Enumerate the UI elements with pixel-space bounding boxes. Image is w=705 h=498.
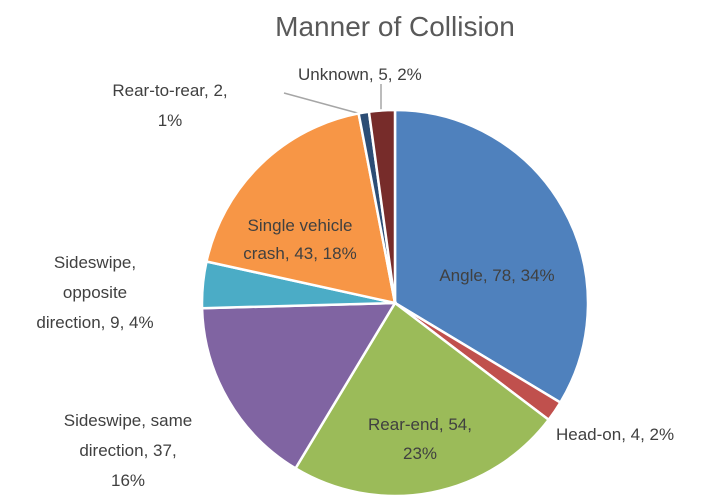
data-label: Unknown, 5, 2% [298,65,422,84]
data-label: Single vehicle [248,216,353,235]
data-label: Head-on, 4, 2% [556,425,674,444]
pie-slice [367,108,397,304]
pie-slice [393,108,590,405]
pie-slice [205,111,397,305]
chart-title: Manner of Collision [275,11,515,42]
pie-slice [293,301,551,498]
data-label: crash, 43, 18% [243,244,356,263]
data-label: 1% [158,111,183,130]
data-label: Rear-end, 54, [368,415,472,434]
data-label: Sideswipe, same [64,411,193,430]
data-label: 16% [111,471,145,490]
data-label: Rear-to-rear, 2, [112,81,227,100]
pie-slice [200,301,398,471]
data-label: Sideswipe, [54,253,136,272]
data-label: Angle, 78, 34% [439,266,554,285]
data-label: opposite [63,283,127,302]
data-label: direction, 37, [79,441,176,460]
data-label: direction, 9, 4% [36,313,153,332]
leader-line [283,92,362,115]
data-label: 23% [403,444,437,463]
